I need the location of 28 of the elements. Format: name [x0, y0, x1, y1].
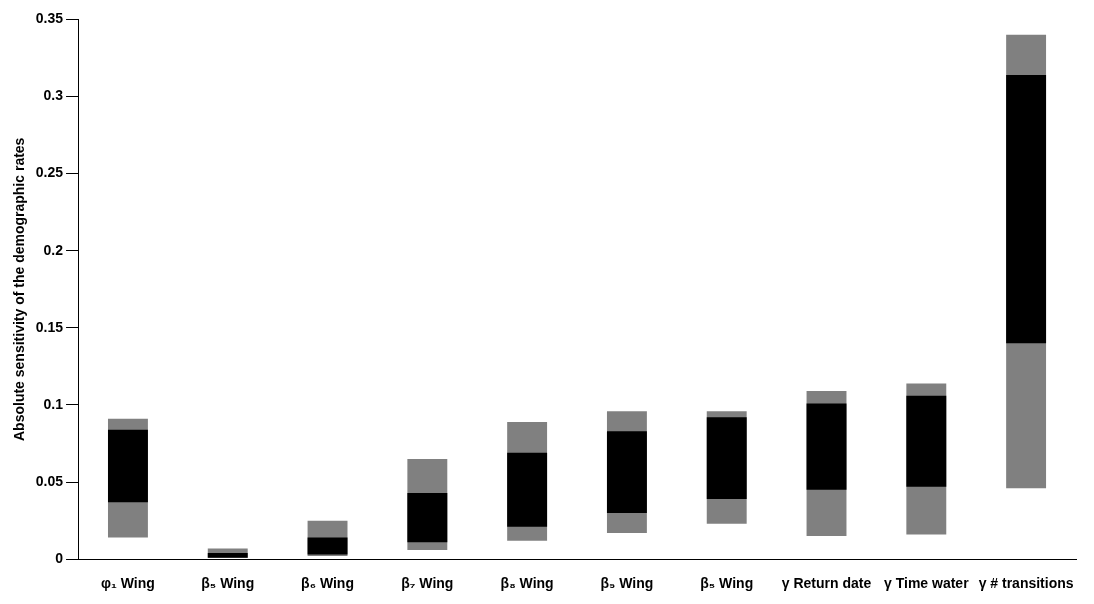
- x-tick-label: β₉ Wing: [600, 575, 654, 592]
- y-tick-label: 0.2: [43, 241, 64, 258]
- bar: [407, 492, 448, 543]
- y-tick-label: 0: [55, 550, 64, 567]
- bar: [606, 431, 647, 513]
- x-tick-label: β₈ Wing: [500, 575, 554, 592]
- bar: [1006, 74, 1047, 344]
- y-axis-title: Absolute sensitivity of the demographic rates: [11, 137, 28, 441]
- bar: [806, 403, 847, 490]
- x-tick-label: β₅ Wing: [700, 575, 754, 592]
- y-tick-label: 0.15: [35, 318, 64, 335]
- x-tick-label: β₆ Wing: [301, 575, 354, 592]
- y-tick-label: 0.3: [43, 87, 64, 104]
- y-tick-label: 0.05: [35, 472, 64, 489]
- bar: [107, 429, 148, 503]
- bar: [706, 417, 747, 500]
- x-tick-label: γ Return date: [781, 575, 872, 592]
- bar: [906, 395, 947, 487]
- x-tick-label: β₇ Wing: [401, 575, 454, 592]
- x-tick-label: γ Time water: [884, 575, 970, 592]
- y-tick-label: 0.35: [35, 10, 64, 27]
- x-tick-label: β₅ Wing: [201, 575, 255, 592]
- bar: [507, 452, 548, 527]
- bar: [307, 537, 348, 555]
- x-tick-label: γ # transitions: [978, 575, 1074, 592]
- x-tick-label: φ₁ Wing: [101, 575, 155, 592]
- y-tick-label: 0.25: [35, 164, 64, 181]
- y-tick-label: 0.1: [43, 395, 64, 412]
